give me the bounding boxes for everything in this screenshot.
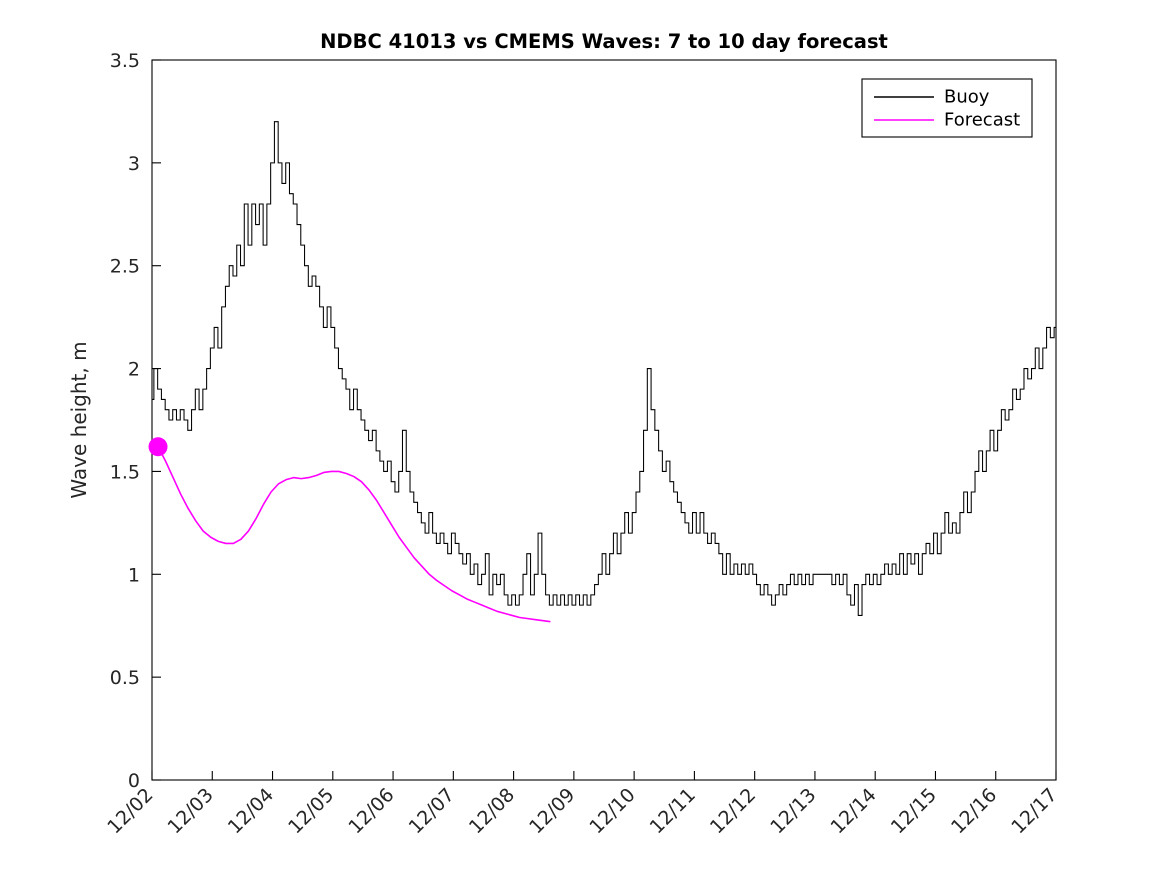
y-tick-label: 2 (128, 359, 140, 381)
x-tick-label: 12/08 (465, 784, 519, 838)
forecast-start-marker (148, 437, 168, 457)
x-tick-label: 12/13 (766, 784, 820, 838)
x-tick-label: 12/04 (224, 784, 278, 838)
x-tick-label: 12/09 (525, 784, 579, 838)
x-tick-label: 12/02 (103, 784, 157, 838)
x-tick-label: 12/03 (164, 784, 218, 838)
x-tick-label: 12/15 (887, 784, 941, 838)
x-tick-label: 12/05 (284, 784, 338, 838)
chart-title: NDBC 41013 vs CMEMS Waves: 7 to 10 day f… (320, 30, 888, 53)
y-tick-label: 0 (128, 770, 140, 792)
y-tick-label: 3.5 (110, 50, 140, 72)
y-axis-ticks: 0 0.5 1 1.5 2 2.5 3 3.5 (110, 50, 161, 792)
plot-frame (151, 59, 1057, 781)
legend-label-forecast: Forecast (944, 110, 1020, 131)
x-axis-ticks: 12/02 12/03 12/04 12/05 12/06 12/07 12/08 12/09… (103, 771, 1062, 838)
y-tick-label: 3 (128, 153, 140, 175)
x-tick-label: 12/16 (947, 784, 1001, 838)
x-tick-label: 12/10 (585, 784, 639, 838)
y-tick-label: 2.5 (110, 256, 140, 278)
y-axis-label: Wave height, m (67, 341, 91, 498)
x-tick-label: 12/11 (646, 784, 700, 838)
legend-label-buoy: Buoy (944, 87, 990, 108)
y-tick-label: 1 (128, 564, 140, 586)
x-tick-label: 12/06 (344, 784, 398, 838)
series-line-forecast (157, 445, 551, 623)
data-series-group (148, 121, 1056, 623)
series-line-buoy (152, 121, 1056, 616)
x-tick-label: 12/12 (706, 784, 760, 838)
x-tick-label: 12/17 (1007, 784, 1061, 838)
x-tick-label: 12/14 (826, 784, 880, 838)
y-tick-label: 0.5 (110, 667, 140, 689)
y-tick-label: 1.5 (110, 461, 140, 483)
legend-box (861, 78, 1033, 138)
x-tick-label: 12/07 (405, 784, 459, 838)
